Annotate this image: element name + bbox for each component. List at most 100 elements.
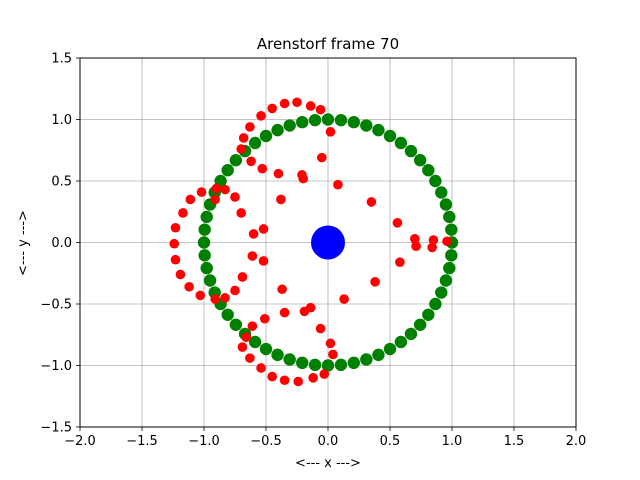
green-orbit-point [271,123,284,137]
red-trajectory-point [247,321,258,331]
x-tick-label: 2.0 [566,434,587,449]
green-orbit-point [443,261,456,275]
green-orbit-point [413,153,427,167]
red-trajectory-point [411,241,421,251]
green-orbit-point [347,356,360,370]
red-trajectory-point [315,104,326,115]
red-trajectory-point [279,375,290,386]
red-trajectory-point [246,156,256,167]
green-orbit-point [413,318,427,332]
red-trajectory-point [257,163,268,174]
green-orbit-point [429,174,442,188]
y-tick-label: −0.5 [40,298,72,313]
red-trajectory-point [442,236,452,247]
red-trajectory-point [256,363,266,373]
red-trajectory-point [169,238,180,249]
green-orbit-point [422,308,435,321]
red-trajectory-point [428,235,439,245]
green-orbit-point [372,123,385,137]
green-orbit-point [203,274,217,287]
green-orbit-point [394,335,408,349]
green-orbit-point [372,348,385,362]
red-trajectory-point [267,103,278,114]
green-orbit-point [308,113,322,127]
green-orbit-point [439,274,453,287]
green-orbit-point [383,129,397,143]
green-orbit-point [271,348,284,362]
green-orbit-point [296,356,309,370]
red-trajectory-point [247,251,258,261]
x-tick-label: −2.0 [64,434,96,449]
red-trajectory-point [333,179,343,190]
green-orbit-point [198,223,211,236]
plot-markers [169,97,459,387]
red-trajectory-point [279,98,290,109]
red-trajectory-point [238,133,249,143]
green-orbit-point [259,342,273,356]
chart-title: Arenstorf frame 70 [257,35,399,53]
red-trajectory-point [210,194,220,205]
green-orbit-point [439,198,453,211]
green-orbit-point [383,342,397,356]
green-orbit-point [248,136,262,150]
green-orbit-point [334,113,348,127]
red-trajectory-point [196,187,207,197]
green-orbit-point [321,113,335,126]
x-tick-label: 0.5 [380,434,401,449]
green-orbit-point [283,353,296,366]
red-trajectory-point [267,371,278,382]
green-orbit-point [221,308,234,321]
red-trajectory-point [256,111,266,121]
green-orbit-point [321,359,335,372]
red-trajectory-point [308,373,318,383]
red-trajectory-point [410,234,420,244]
red-trajectory-point [328,349,338,360]
red-trajectory-point [325,338,336,349]
red-trajectory-point [170,254,181,265]
green-orbit-point [445,223,458,236]
green-orbit-point [248,335,262,349]
red-trajectory-point [277,284,287,295]
red-trajectory-point [211,183,222,194]
green-orbit-point [443,210,456,224]
x-tick-label: −0.5 [250,434,282,449]
red-trajectory-point [241,332,251,343]
red-trajectory-point [305,101,316,111]
green-orbit-point [435,286,448,299]
green-orbit-point [198,249,211,262]
green-orbit-point [308,358,322,372]
red-trajectory-point [258,224,269,234]
red-trajectory-point [298,173,309,184]
red-trajectory-point [237,342,248,352]
green-orbit-point [283,119,296,132]
red-trajectory-point [185,194,196,205]
y-axis-ticks: −1.5 −1.0 −0.5 0.0 0.5 1.0 1.5 [40,52,80,436]
red-trajectory-point [292,97,302,108]
green-orbit-point [229,153,243,167]
red-trajectory-point [427,242,437,253]
green-orbit-point [435,186,448,199]
red-trajectory-point [258,256,269,266]
red-trajectory-point [259,313,270,324]
red-trajectory-point [248,229,259,239]
red-trajectory-point [245,353,255,363]
red-trajectory-point [315,323,326,334]
red-trajectory-point [170,222,181,233]
y-tick-label: −1.5 [40,421,72,436]
y-tick-label: −1.0 [40,359,72,374]
red-trajectory-point [395,257,405,267]
x-axis-ticks: −2.0 −1.5 −1.0 −0.5 0.0 0.5 1.0 1.5 2.0 [64,427,586,449]
red-trajectory-point [237,272,248,282]
green-orbit-point [197,236,211,249]
x-tick-label: 1.5 [504,434,525,449]
red-trajectory-point [276,194,286,205]
y-tick-label: 0.0 [51,236,72,251]
red-trajectory-point [236,208,246,218]
green-orbit-point [360,353,373,366]
green-orbit-point [445,249,458,262]
green-orbit-point [347,115,360,129]
green-orbit-point [296,115,309,129]
red-trajectory-point [245,122,255,132]
red-trajectory-point [273,168,284,179]
green-orbit-point [422,164,435,177]
